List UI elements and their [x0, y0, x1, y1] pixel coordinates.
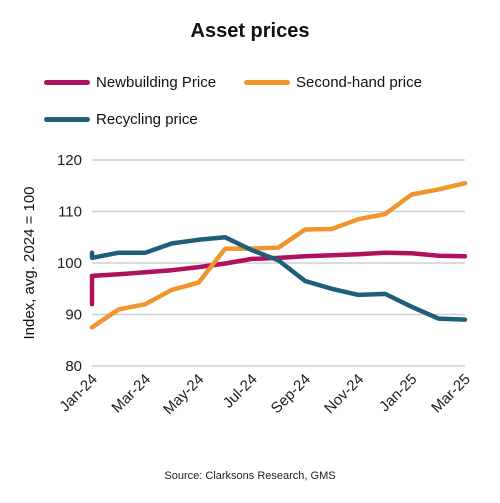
- y-tick-label: 90: [65, 307, 82, 324]
- y-axis-title: Index, avg. 2024 = 100: [21, 186, 38, 339]
- y-tick-label: 100: [57, 255, 82, 272]
- series-line-newbuilding-price: [89, 250, 468, 307]
- x-tick-label: May-24: [160, 371, 207, 418]
- x-tick-label: Mar-25: [428, 371, 474, 417]
- y-tick-label: 110: [58, 204, 82, 221]
- chart-source: Source: Clarksons Research, GMS: [164, 470, 336, 482]
- x-tick-label: Nov-24: [321, 371, 367, 417]
- legend-label-second-hand: Second-hand price: [296, 74, 422, 91]
- legend-swatch-second-hand: [244, 80, 290, 85]
- x-tick-label: Sep-24: [268, 371, 314, 417]
- legend-swatch-newbuilding: [44, 80, 90, 85]
- x-tick-label: Jul-24: [220, 371, 261, 412]
- legend-item-second-hand: Second-hand price: [244, 74, 422, 91]
- y-tick-label: 80: [65, 358, 82, 375]
- chart-legend: Newbuilding Price Second-hand price Recy…: [0, 0, 500, 140]
- y-tick-label: 120: [57, 152, 82, 169]
- legend-label-recycling: Recycling price: [96, 111, 198, 128]
- x-tick-label: Mar-24: [108, 371, 154, 417]
- legend-item-recycling: Recycling price: [44, 111, 198, 128]
- legend-label-newbuilding: Newbuilding Price: [96, 74, 217, 91]
- legend-item-newbuilding: Newbuilding Price: [44, 74, 216, 91]
- legend-swatch-recycling: [44, 117, 90, 122]
- x-tick-label: Jan-24: [56, 371, 100, 415]
- x-tick-label: Jan-25: [376, 371, 420, 415]
- series-line-recycling-price: [89, 235, 468, 322]
- series-line-second-hand-price: [89, 180, 468, 330]
- chart-title: Asset prices: [190, 20, 310, 42]
